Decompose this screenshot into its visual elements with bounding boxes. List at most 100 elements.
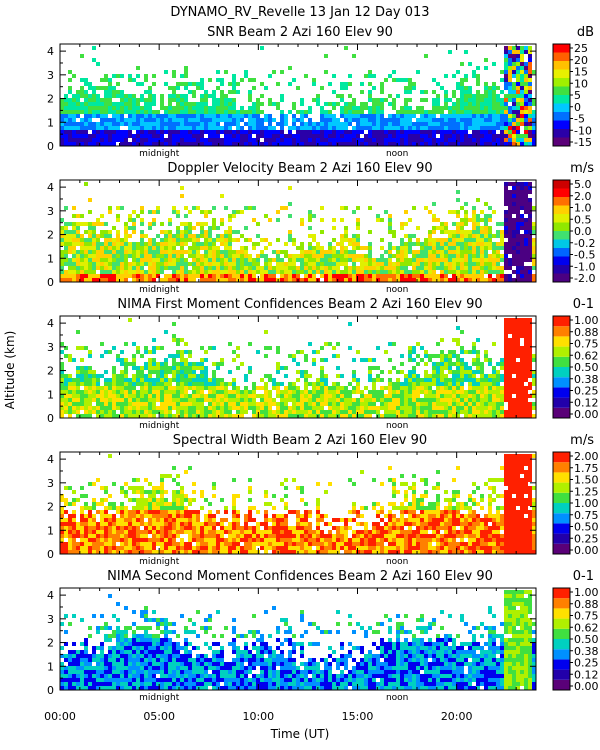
data-cell (404, 250, 408, 254)
data-cell (196, 254, 200, 258)
data-cell (360, 110, 364, 114)
data-cell (452, 110, 456, 114)
data-cell (76, 226, 80, 230)
data-cell (92, 46, 96, 50)
data-cell (420, 386, 424, 390)
data-cell (412, 262, 416, 266)
data-cell (456, 366, 460, 370)
data-cell (100, 406, 104, 410)
data-cell (352, 390, 356, 394)
data-cell (412, 382, 416, 386)
data-cell (112, 394, 116, 398)
data-cell (140, 406, 144, 410)
data-cell (496, 406, 500, 410)
data-cell (504, 106, 508, 110)
data-cell (68, 402, 72, 406)
data-cell (100, 114, 104, 118)
data-cell (232, 358, 236, 362)
data-cell (492, 130, 496, 134)
data-cell (368, 278, 372, 282)
data-cell (416, 278, 420, 282)
data-cell (220, 398, 224, 402)
data-cell (152, 118, 156, 122)
data-cell (208, 138, 212, 142)
data-cell (512, 190, 516, 194)
data-cell (100, 122, 104, 126)
data-cell (452, 142, 456, 146)
data-cell (144, 110, 148, 114)
data-cell (380, 122, 384, 126)
data-cell (520, 206, 524, 210)
data-cell (516, 66, 520, 70)
data-cell (112, 242, 116, 246)
data-cell (508, 346, 512, 350)
data-cell (492, 234, 496, 238)
data-cell (84, 378, 88, 382)
data-cell (168, 254, 172, 258)
data-cell (252, 406, 256, 410)
data-cell (84, 390, 88, 394)
data-cell (460, 358, 464, 362)
data-cell (196, 110, 200, 114)
data-cell (176, 126, 180, 130)
data-cell (508, 218, 512, 222)
data-cell (400, 122, 404, 126)
data-cell (280, 138, 284, 142)
data-cell (420, 410, 424, 414)
data-cell (504, 218, 508, 222)
data-cell (416, 138, 420, 142)
data-cell (448, 234, 452, 238)
data-cell (364, 386, 368, 390)
data-cell (488, 102, 492, 106)
data-cell (516, 250, 520, 254)
data-cell (72, 406, 76, 410)
data-cell (100, 274, 104, 278)
data-cell (92, 102, 96, 106)
data-cell (344, 134, 348, 138)
data-cell (88, 254, 92, 258)
data-cell (120, 414, 124, 418)
data-cell (432, 370, 436, 374)
data-cell (80, 78, 84, 82)
data-cell (236, 238, 240, 242)
data-cell (352, 98, 356, 102)
data-cell (376, 346, 380, 350)
data-cell (488, 390, 492, 394)
data-cell (228, 118, 232, 122)
data-cell (72, 126, 76, 130)
data-cell (204, 266, 208, 270)
data-cell (192, 238, 196, 242)
data-cell (308, 138, 312, 142)
data-cell (184, 234, 188, 238)
data-cell (520, 370, 524, 374)
data-cell (128, 410, 132, 414)
data-cell (324, 358, 328, 362)
data-cell (472, 74, 476, 78)
data-cell (396, 122, 400, 126)
data-cell (228, 82, 232, 86)
data-cell (180, 126, 184, 130)
data-cell (512, 210, 516, 214)
data-cell (512, 390, 516, 394)
data-cell (148, 226, 152, 230)
data-cell (168, 258, 172, 262)
data-cell (432, 410, 436, 414)
data-cell (392, 134, 396, 138)
data-cell (108, 86, 112, 90)
data-cell (164, 278, 168, 282)
data-cell (400, 250, 404, 254)
data-cell (356, 378, 360, 382)
data-cell (264, 254, 268, 258)
data-cell (280, 402, 284, 406)
data-cell (116, 358, 120, 362)
data-cell (140, 402, 144, 406)
data-cell (164, 118, 168, 122)
data-cell (64, 122, 68, 126)
data-cell (256, 126, 260, 130)
data-cell (344, 278, 348, 282)
data-cell (96, 114, 100, 118)
data-cell (476, 262, 480, 266)
data-cell (524, 234, 528, 238)
data-cell (512, 406, 516, 410)
data-cell (356, 266, 360, 270)
